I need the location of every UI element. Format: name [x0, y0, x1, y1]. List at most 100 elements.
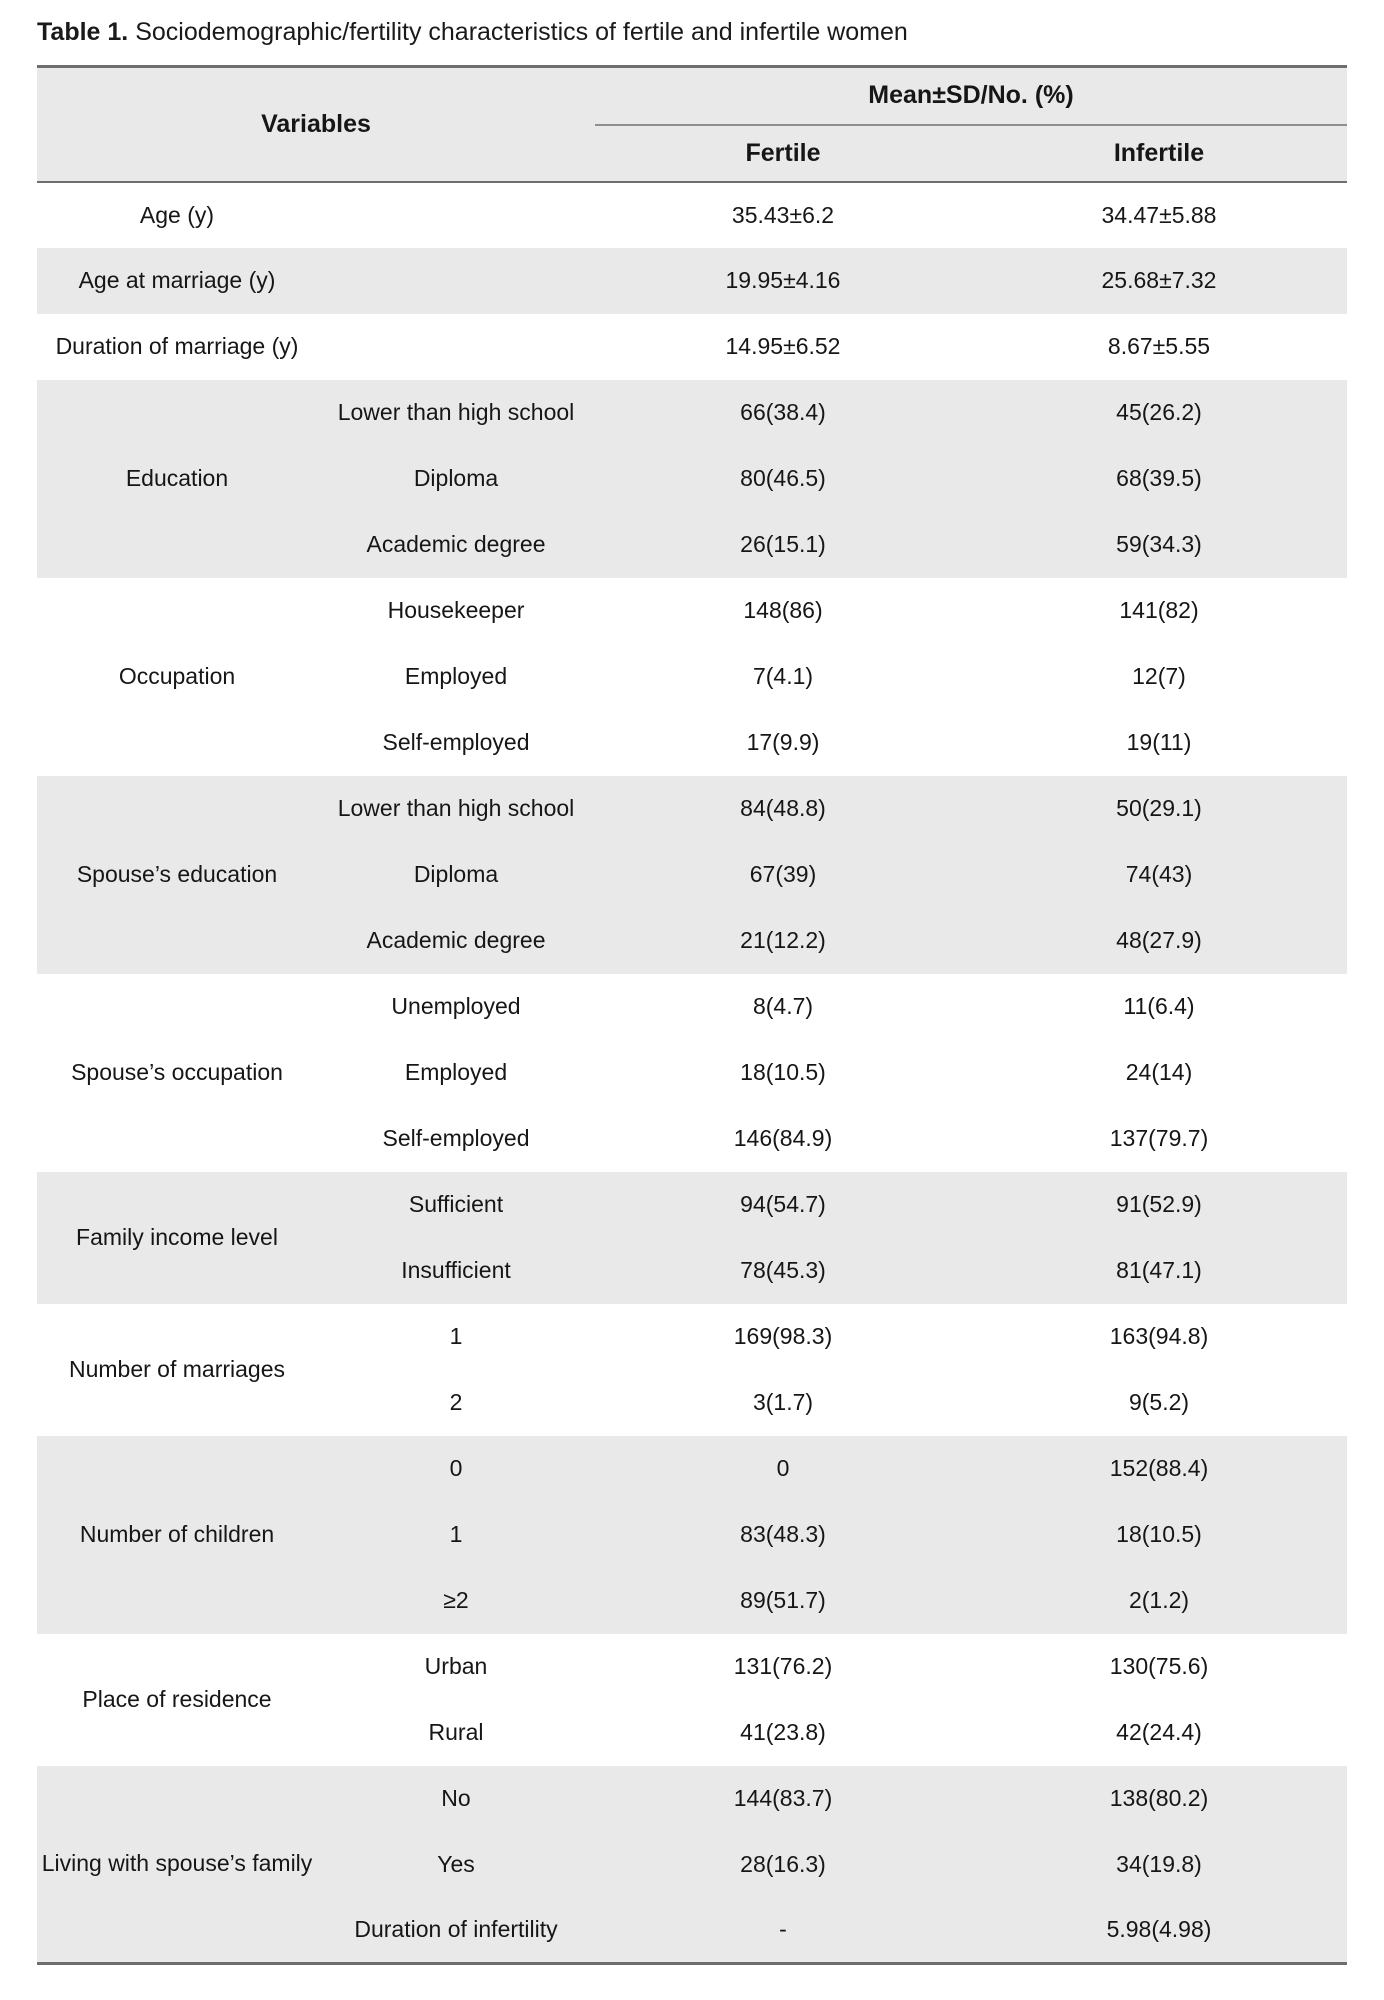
table-caption-text: Sociodemographic/fertility characteristi… — [128, 18, 908, 46]
fertile-value-cell: 17(9.9) — [595, 709, 971, 776]
fertile-value-cell: 7(4.1) — [595, 643, 971, 710]
sub-label-cell: Insufficient — [317, 1237, 595, 1304]
sub-label-cell — [317, 313, 595, 380]
sub-label-cell — [317, 247, 595, 314]
fertile-value-cell: 169(98.3) — [595, 1303, 971, 1370]
infertile-value-cell: 19(11) — [971, 709, 1347, 776]
infertile-value-cell: 11(6.4) — [971, 973, 1347, 1040]
table-row: ≥2 89(51.7) 2(1.2) — [37, 1567, 1347, 1634]
table-row: Place of residence Urban 131(76.2) 130(7… — [37, 1633, 1347, 1766]
table-row: Age at marriage (y) 19.95±4.16 25.68±7.3… — [37, 247, 1347, 314]
group-label-cell: Living with spouse’s family — [37, 1765, 317, 1964]
table-row: Insufficient 78(45.3) 81(47.1) — [37, 1237, 1347, 1304]
table-row: Yes 28(16.3) 34(19.8) — [37, 1831, 1347, 1898]
infertile-value-cell: 48(27.9) — [971, 907, 1347, 974]
group-label-cell: Education — [37, 379, 317, 578]
fertile-value-cell: 35.43±6.2 — [595, 181, 971, 248]
table-row: Academic degree 26(15.1) 59(34.3) — [37, 511, 1347, 578]
table-row: Self-employed 17(9.9) 19(11) — [37, 709, 1347, 776]
fertile-value-cell: 28(16.3) — [595, 1831, 971, 1898]
fertile-value-cell: 3(1.7) — [595, 1369, 971, 1436]
table-row: Spouse’s education Lower than high schoo… — [37, 775, 1347, 974]
infertile-value-cell: 152(88.4) — [971, 1435, 1347, 1502]
variables-header-cell: Variables — [37, 66, 595, 183]
sub-label-cell: 2 — [317, 1369, 595, 1436]
infertile-value-cell: 68(39.5) — [971, 445, 1347, 512]
sub-label-cell: Duration of infertility — [317, 1897, 595, 1964]
infertile-value-cell: 141(82) — [971, 577, 1347, 644]
fertile-value-cell: 18(10.5) — [595, 1039, 971, 1106]
table-row: Self-employed 146(84.9) 137(79.7) — [37, 1105, 1347, 1172]
infertile-column-header: Infertile — [971, 124, 1347, 183]
group-label-cell: Age (y) — [37, 181, 317, 248]
table-row: Diploma 80(46.5) 68(39.5) — [37, 445, 1347, 512]
infertile-value-cell: 8.67±5.55 — [971, 313, 1347, 380]
group-label-cell: Occupation — [37, 577, 317, 776]
fertile-value-cell: 21(12.2) — [595, 907, 971, 974]
group-label-cell: Number of marriages — [37, 1303, 317, 1436]
table-row: Academic degree 21(12.2) 48(27.9) — [37, 907, 1347, 974]
infertile-value-cell: 59(34.3) — [971, 511, 1347, 578]
fertile-value-cell: 19.95±4.16 — [595, 247, 971, 314]
fertile-value-cell: 41(23.8) — [595, 1699, 971, 1766]
fertile-value-cell: 80(46.5) — [595, 445, 971, 512]
infertile-value-cell: 18(10.5) — [971, 1501, 1347, 1568]
sub-label-cell: Academic degree — [317, 907, 595, 974]
group-label-cell: Spouse’s occupation — [37, 973, 317, 1172]
sub-label-cell: Sufficient — [317, 1171, 595, 1238]
fertile-value-cell: 144(83.7) — [595, 1765, 971, 1832]
fertile-value-cell: 148(86) — [595, 577, 971, 644]
sub-label-cell: Lower than high school — [317, 775, 595, 842]
table-row: Occupation Housekeeper 148(86) 141(82) — [37, 577, 1347, 776]
infertile-value-cell: 34(19.8) — [971, 1831, 1347, 1898]
group-label-cell: Family income level — [37, 1171, 317, 1304]
infertile-value-cell: 42(24.4) — [971, 1699, 1347, 1766]
sub-label-cell: Unemployed — [317, 973, 595, 1040]
group-label-cell: Spouse’s education — [37, 775, 317, 974]
fertile-value-cell: 0 — [595, 1435, 971, 1502]
fertile-value-cell: - — [595, 1897, 971, 1964]
sub-label-cell: Housekeeper — [317, 577, 595, 644]
fertile-value-cell: 14.95±6.52 — [595, 313, 971, 380]
mean-sd-header-cell: Mean±SD/No. (%) — [595, 66, 1347, 126]
fertile-value-cell: 78(45.3) — [595, 1237, 971, 1304]
fertile-value-cell: 94(54.7) — [595, 1171, 971, 1238]
infertile-value-cell: 25.68±7.32 — [971, 247, 1347, 314]
sub-label-cell: Employed — [317, 1039, 595, 1106]
sub-label-cell: 1 — [317, 1501, 595, 1568]
infertile-value-cell: 138(80.2) — [971, 1765, 1347, 1832]
table-row: Duration of marriage (y) 14.95±6.52 8.67… — [37, 313, 1347, 380]
infertile-value-cell: 34.47±5.88 — [971, 181, 1347, 248]
header-row-span: Variables Mean±SD/No. (%) — [37, 66, 1347, 183]
fertile-value-cell: 26(15.1) — [595, 511, 971, 578]
infertile-value-cell: 5.98(4.98) — [971, 1897, 1347, 1964]
table-row: 2 3(1.7) 9(5.2) — [37, 1369, 1347, 1436]
table-row: Spouse’s occupation Unemployed 8(4.7) 11… — [37, 973, 1347, 1172]
sub-label-cell: Academic degree — [317, 511, 595, 578]
fertile-value-cell: 89(51.7) — [595, 1567, 971, 1634]
fertile-value-cell: 67(39) — [595, 841, 971, 908]
group-label-cell: Age at marriage (y) — [37, 247, 317, 314]
table-row: 1 83(48.3) 18(10.5) — [37, 1501, 1347, 1568]
sub-label-cell: Self-employed — [317, 709, 595, 776]
infertile-value-cell: 2(1.2) — [971, 1567, 1347, 1634]
fertile-value-cell: 131(76.2) — [595, 1633, 971, 1700]
group-label-cell: Place of residence — [37, 1633, 317, 1766]
table-header: Variables Mean±SD/No. (%) Fertile Infert… — [37, 66, 1347, 183]
infertile-value-cell: 12(7) — [971, 643, 1347, 710]
infertile-value-cell: 9(5.2) — [971, 1369, 1347, 1436]
fertile-value-cell: 66(38.4) — [595, 379, 971, 446]
characteristics-table: Variables Mean±SD/No. (%) Fertile Infert… — [37, 65, 1347, 1965]
sub-label-cell: No — [317, 1765, 595, 1832]
fertile-value-cell: 83(48.3) — [595, 1501, 971, 1568]
sub-label-cell: Rural — [317, 1699, 595, 1766]
sub-label-cell: Diploma — [317, 445, 595, 512]
fertile-value-cell: 8(4.7) — [595, 973, 971, 1040]
infertile-value-cell: 50(29.1) — [971, 775, 1347, 842]
infertile-value-cell: 24(14) — [971, 1039, 1347, 1106]
sub-label-cell: Lower than high school — [317, 379, 595, 446]
table-row: Rural 41(23.8) 42(24.4) — [37, 1699, 1347, 1766]
sub-label-cell: ≥2 — [317, 1567, 595, 1634]
group-label-cell: Duration of marriage (y) — [37, 313, 317, 380]
sub-label-cell: Employed — [317, 643, 595, 710]
